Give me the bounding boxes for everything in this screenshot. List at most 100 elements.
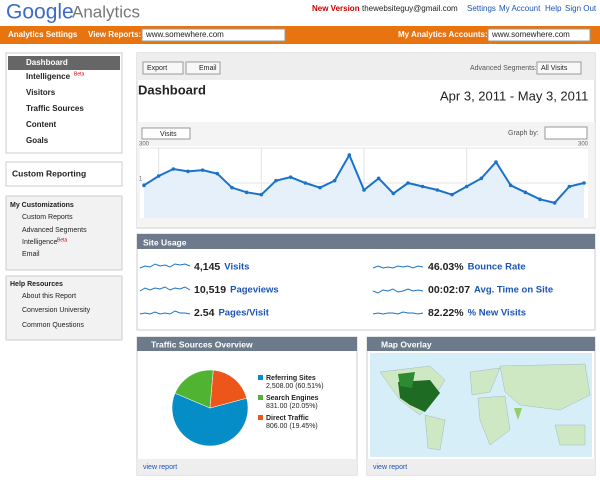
point <box>288 175 293 179</box>
nav-item[interactable]: Dashboard <box>26 58 68 67</box>
nav-item[interactable]: Intelligence <box>26 72 71 81</box>
legend-name: Direct Traffic <box>266 415 309 422</box>
page-title: Dashboard <box>138 82 206 97</box>
pie-slice <box>171 392 249 447</box>
nav-item[interactable]: Conversion University <box>22 307 91 314</box>
metric-label[interactable]: Bounce Rate <box>468 262 526 273</box>
site-usage-panel <box>136 233 596 331</box>
metric-value: 10,519 <box>194 284 226 296</box>
button-label[interactable]: Visits <box>160 131 177 138</box>
point <box>450 192 454 197</box>
legend-name: Referring Sites <box>266 375 316 382</box>
y-tick-label: 300 <box>578 142 589 148</box>
section-title: My Customizations <box>10 202 74 209</box>
nav-item[interactable]: Content <box>26 120 57 129</box>
y-tick-label: 1 <box>139 177 143 183</box>
panel-footer <box>367 459 595 475</box>
nav-box <box>5 195 123 271</box>
nav-item[interactable]: Advanced Segments <box>22 227 87 234</box>
point <box>479 176 484 181</box>
point <box>391 191 396 196</box>
logo: Google <box>6 1 74 24</box>
point <box>347 153 352 157</box>
point <box>552 201 557 205</box>
metric-value: 82.22% <box>428 307 464 319</box>
nav-active[interactable] <box>8 56 120 70</box>
nav-item[interactable]: Goals <box>26 136 49 145</box>
nav-item[interactable]: Traffic Sources <box>26 104 84 113</box>
metric-label[interactable]: Pages/Visit <box>218 308 269 319</box>
button-label[interactable]: Email <box>199 65 217 72</box>
pie-slice <box>209 369 248 409</box>
button[interactable] <box>141 127 191 140</box>
point <box>274 178 278 183</box>
point <box>259 192 264 197</box>
point <box>244 190 249 195</box>
legend-value: 2,508.00 (60.51%) <box>266 383 324 390</box>
point <box>230 185 234 190</box>
legend-value: 806.00 (19.45%) <box>266 423 318 430</box>
panel-header <box>367 337 595 351</box>
button-label[interactable]: Export <box>147 65 167 72</box>
button[interactable] <box>185 61 221 75</box>
beta: Beta <box>74 71 85 77</box>
button-group[interactable] <box>544 126 588 140</box>
point <box>142 183 146 188</box>
link[interactable]: Analytics Settings <box>8 30 78 39</box>
link[interactable]: view report <box>143 464 177 471</box>
pie-slice <box>174 369 214 409</box>
legend-swatch <box>258 375 263 380</box>
point <box>508 183 513 188</box>
nav-item[interactable]: Custom Reports <box>22 214 73 221</box>
metric-label[interactable]: Visits <box>224 262 249 273</box>
link[interactable]: Help <box>545 4 562 13</box>
point <box>523 190 528 195</box>
button[interactable] <box>142 61 184 75</box>
link[interactable]: My Account <box>499 4 541 13</box>
point <box>200 168 205 172</box>
select[interactable] <box>487 28 591 42</box>
metric-label[interactable]: % New Visits <box>468 308 526 319</box>
select-value[interactable]: www.somewhere.com <box>491 30 570 39</box>
metric-value: 46.03% <box>428 261 464 273</box>
nav-item[interactable]: Common Questions <box>22 322 84 329</box>
nav-item[interactable]: About this Report <box>22 293 76 300</box>
nav-item[interactable]: Intelligence <box>22 239 58 246</box>
label: Advanced Segments: <box>470 65 537 72</box>
button[interactable] <box>536 61 582 75</box>
link[interactable]: view report <box>373 464 407 471</box>
button-label[interactable]: All Visits <box>541 65 568 72</box>
sparkline <box>139 263 424 315</box>
point <box>332 178 337 183</box>
select-value[interactable]: www.somewhere.com <box>145 30 224 39</box>
area <box>144 155 584 218</box>
metric-label[interactable]: Pageviews <box>230 285 279 296</box>
metric-value: 4,145 <box>194 261 220 273</box>
legend-value: 831.00 (20.05%) <box>266 403 318 410</box>
nav-item[interactable]: Email <box>22 251 40 258</box>
point <box>406 181 410 185</box>
select[interactable] <box>141 28 286 42</box>
beta: Beta <box>57 237 68 243</box>
nav-box <box>5 275 123 341</box>
email: thewebsiteguy@gmail.com <box>362 4 458 13</box>
nav-item[interactable]: Visitors <box>26 88 56 97</box>
label: My Analytics Accounts: <box>398 30 488 39</box>
link[interactable]: Sign Out <box>565 4 597 13</box>
point <box>464 184 469 189</box>
map-highlight <box>514 408 522 420</box>
nav-item[interactable]: Custom Reporting <box>12 168 86 178</box>
panel-header <box>137 234 595 249</box>
legend-swatch <box>258 395 263 400</box>
link[interactable]: New Version <box>312 4 360 13</box>
point <box>318 185 322 190</box>
map-highlight <box>398 380 440 412</box>
metric-label[interactable]: Avg. Time on Site <box>474 285 553 296</box>
point <box>186 169 190 174</box>
point <box>582 181 586 185</box>
date-range[interactable]: Apr 3, 2011 - May 3, 2011 <box>440 88 588 103</box>
metric-value: 2.54 <box>194 307 215 319</box>
link[interactable]: Settings <box>467 4 496 13</box>
section-title: Help Resources <box>10 281 63 288</box>
